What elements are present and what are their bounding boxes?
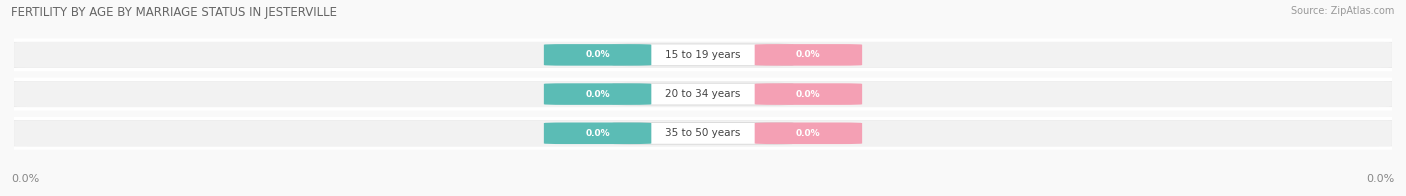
FancyBboxPatch shape — [0, 79, 1406, 109]
FancyBboxPatch shape — [544, 122, 651, 144]
FancyBboxPatch shape — [755, 44, 862, 66]
Text: 35 to 50 years: 35 to 50 years — [665, 128, 741, 138]
FancyBboxPatch shape — [14, 81, 1392, 107]
Text: 15 to 19 years: 15 to 19 years — [665, 50, 741, 60]
Text: FERTILITY BY AGE BY MARRIAGE STATUS IN JESTERVILLE: FERTILITY BY AGE BY MARRIAGE STATUS IN J… — [11, 6, 337, 19]
FancyBboxPatch shape — [755, 122, 862, 144]
Text: 0.0%: 0.0% — [1367, 174, 1395, 184]
Text: 0.0%: 0.0% — [585, 129, 610, 138]
FancyBboxPatch shape — [14, 120, 1392, 146]
FancyBboxPatch shape — [0, 119, 1406, 148]
FancyBboxPatch shape — [544, 44, 651, 66]
Text: 0.0%: 0.0% — [585, 50, 610, 59]
FancyBboxPatch shape — [613, 122, 793, 144]
FancyBboxPatch shape — [613, 83, 793, 105]
FancyBboxPatch shape — [544, 83, 651, 105]
FancyBboxPatch shape — [0, 40, 1406, 70]
Text: 0.0%: 0.0% — [585, 90, 610, 99]
Text: 0.0%: 0.0% — [796, 90, 821, 99]
Text: Source: ZipAtlas.com: Source: ZipAtlas.com — [1291, 6, 1395, 16]
Text: 0.0%: 0.0% — [796, 50, 821, 59]
Text: 0.0%: 0.0% — [11, 174, 39, 184]
FancyBboxPatch shape — [755, 83, 862, 105]
Legend: Married, Unmarried: Married, Unmarried — [628, 193, 778, 196]
Text: 0.0%: 0.0% — [796, 129, 821, 138]
FancyBboxPatch shape — [14, 42, 1392, 68]
FancyBboxPatch shape — [613, 44, 793, 66]
Text: 20 to 34 years: 20 to 34 years — [665, 89, 741, 99]
